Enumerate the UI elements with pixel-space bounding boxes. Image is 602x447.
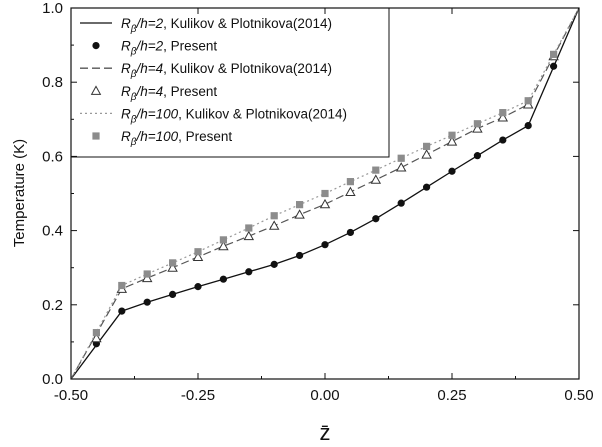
series-4-point (294, 209, 305, 219)
x-tick-label: 0.25 (437, 387, 466, 404)
y-tick-label: 0.8 (42, 74, 63, 91)
y-tick-label: 1.0 (42, 0, 63, 17)
legend-label: Rβ/h=2, Present (121, 39, 217, 58)
series-6-point (194, 248, 202, 256)
legend-box (70, 7, 390, 158)
legend-entry-6: Rβ/h=100, Present (92, 129, 232, 148)
legend-entry-5: Rβ/h=100, Kulikov & Plotnikova(2014) (80, 106, 347, 125)
axis-ticks: -0.50 -0.25 0.00 0.25 0.50 0.0 0.2 0.4 0.6 0.8 1.0 (42, 0, 593, 404)
series-2-point (296, 251, 304, 260)
series-2-point (397, 199, 405, 207)
series-4-point (243, 230, 255, 241)
series-6-point (296, 201, 304, 209)
series-2-point (372, 215, 380, 223)
series-2-point (423, 183, 431, 191)
series-4-point (268, 220, 280, 230)
series-6-point (92, 329, 100, 337)
series-2-point (219, 275, 227, 283)
series-4-point (167, 262, 178, 272)
x-tick-label: 0.50 (564, 387, 593, 404)
series-4-point (345, 186, 356, 197)
series-2-point (524, 122, 532, 130)
series-2-point (169, 290, 177, 299)
y-tick-label: 0.6 (42, 148, 63, 165)
series-4-point (192, 251, 204, 261)
series-2-point (270, 260, 278, 268)
series-6-point (321, 189, 329, 198)
series-4-point (395, 162, 407, 172)
series-6-point (169, 259, 177, 267)
legend-entry-3: Rβ/h=4, Kulikov & Plotnikova(2014) (80, 61, 332, 80)
y-tick-label: 0.0 (42, 371, 63, 388)
legend-swatch-marker (92, 132, 100, 140)
series-6 (92, 50, 558, 337)
x-axis-label: z̄ (320, 420, 331, 445)
legend-label: Rβ/h=100, Present (121, 129, 232, 148)
x-tick-label: -0.25 (181, 387, 215, 404)
series-4-point (370, 174, 382, 184)
series-6-point (270, 212, 278, 220)
series-2-point (549, 62, 558, 70)
series-6-point (524, 97, 532, 105)
legend: Rβ/h=2, Kulikov & Plotnikova(2014) Rβ/h=2… (70, 7, 390, 158)
series-4-point (218, 240, 229, 251)
legend-swatch-marker (92, 41, 100, 50)
series-6-point (118, 281, 126, 290)
series-4-point (472, 123, 483, 133)
series-2-point (245, 268, 253, 276)
series-6-point (219, 236, 227, 244)
series-2-point (194, 283, 202, 291)
series-layer (70, 7, 580, 380)
series-6-point (372, 166, 380, 174)
series-4-point (91, 332, 102, 343)
series-6-point (448, 131, 456, 139)
legend-label: Rβ/h=4, Present (121, 84, 217, 103)
y-axis-label: Temperature (K) (11, 139, 28, 247)
legend-entry-4: Rβ/h=4, Present (90, 84, 217, 103)
y-tick-label: 0.2 (42, 297, 63, 314)
x-tick-label: 0.00 (310, 387, 339, 404)
y-tick-label: 0.4 (42, 223, 63, 240)
x-tick-label: -0.50 (54, 387, 88, 404)
series-4-point (497, 112, 509, 122)
series-6-point (423, 142, 431, 150)
series-6-point (346, 178, 354, 186)
series-4-point (319, 198, 331, 209)
series-4-point (421, 149, 432, 159)
legend-label: Rβ/h=4, Kulikov & Plotnikova(2014) (121, 61, 332, 80)
series-6-point (473, 120, 481, 128)
series-6-point (397, 154, 405, 162)
legend-entry-2: Rβ/h=2, Present (92, 39, 217, 58)
series-2-point (499, 136, 507, 144)
series-4-point (141, 272, 153, 283)
legend-entry-1: Rβ/h=2, Kulikov & Plotnikova(2014) (80, 16, 332, 35)
series-2-point (346, 228, 355, 237)
series-2 (92, 62, 558, 348)
series-6-point (143, 270, 151, 278)
series-4-point (446, 136, 458, 146)
series-2-point (473, 152, 482, 160)
series-2-point (118, 307, 126, 315)
series-2-point (448, 167, 456, 175)
legend-label: Rβ/h=100, Kulikov & Plotnikova(2014) (121, 106, 347, 125)
series-6-point (499, 109, 507, 117)
series-2-point (143, 298, 151, 306)
legend-label: Rβ/h=2, Kulikov & Plotnikova(2014) (121, 16, 332, 35)
series-6-point (550, 50, 558, 58)
series-6-point (245, 224, 253, 232)
series-2-point (321, 241, 329, 249)
legend-swatch-marker (90, 85, 102, 95)
